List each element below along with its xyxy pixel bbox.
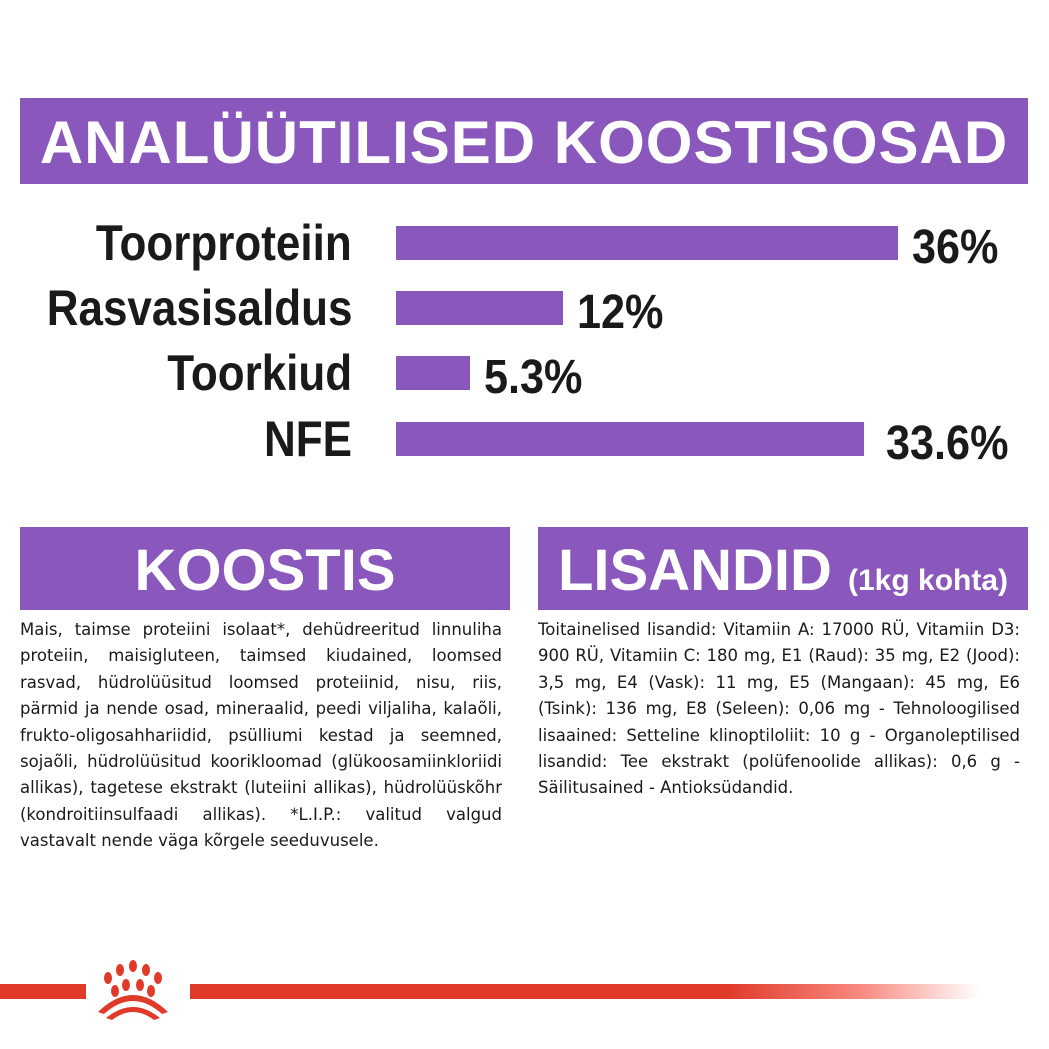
chart-row: Toorkiud 5.3% bbox=[0, 343, 1049, 404]
bar bbox=[396, 422, 865, 456]
value-label: 33.6% bbox=[886, 417, 1009, 470]
koostis-text: Mais, taimse proteiini isolaat*, dehüdre… bbox=[20, 620, 502, 851]
bar bbox=[396, 291, 564, 325]
lisandid-header: LISANDID (1kg kohta) bbox=[538, 527, 1028, 610]
royal-crown-logo-icon bbox=[98, 960, 168, 1020]
brand-stripe-right bbox=[190, 984, 980, 999]
bar bbox=[396, 226, 898, 260]
lisandid-subtitle: (1kg kohta) bbox=[847, 564, 1009, 597]
category-label: Rasvasisaldus bbox=[46, 280, 352, 336]
lisandid-text: Toitainelised lisandid: Vitamiin A: 1700… bbox=[538, 620, 1020, 798]
bar bbox=[396, 356, 470, 390]
category-label: Toorkiud bbox=[167, 345, 352, 401]
koostis-header: KOOSTIS bbox=[20, 527, 510, 610]
section-title-analytical: ANALÜÜTILISED KOOSTISOSAD bbox=[20, 98, 1028, 184]
brand-stripe-left bbox=[0, 984, 86, 999]
category-label: Toorproteiin bbox=[96, 215, 352, 271]
chart-row: Rasvasisaldus 12% bbox=[0, 278, 1049, 339]
value-label: 36% bbox=[911, 221, 999, 274]
chart-row: Toorproteiin 36% bbox=[0, 213, 1049, 274]
category-label: NFE bbox=[264, 411, 352, 467]
value-label: 12% bbox=[577, 286, 664, 339]
chart-row: NFE 33.6% bbox=[0, 409, 1049, 470]
lisandid-title: LISANDID bbox=[557, 538, 832, 603]
value-label: 5.3% bbox=[483, 351, 583, 404]
koostis-title: KOOSTIS bbox=[134, 538, 396, 603]
